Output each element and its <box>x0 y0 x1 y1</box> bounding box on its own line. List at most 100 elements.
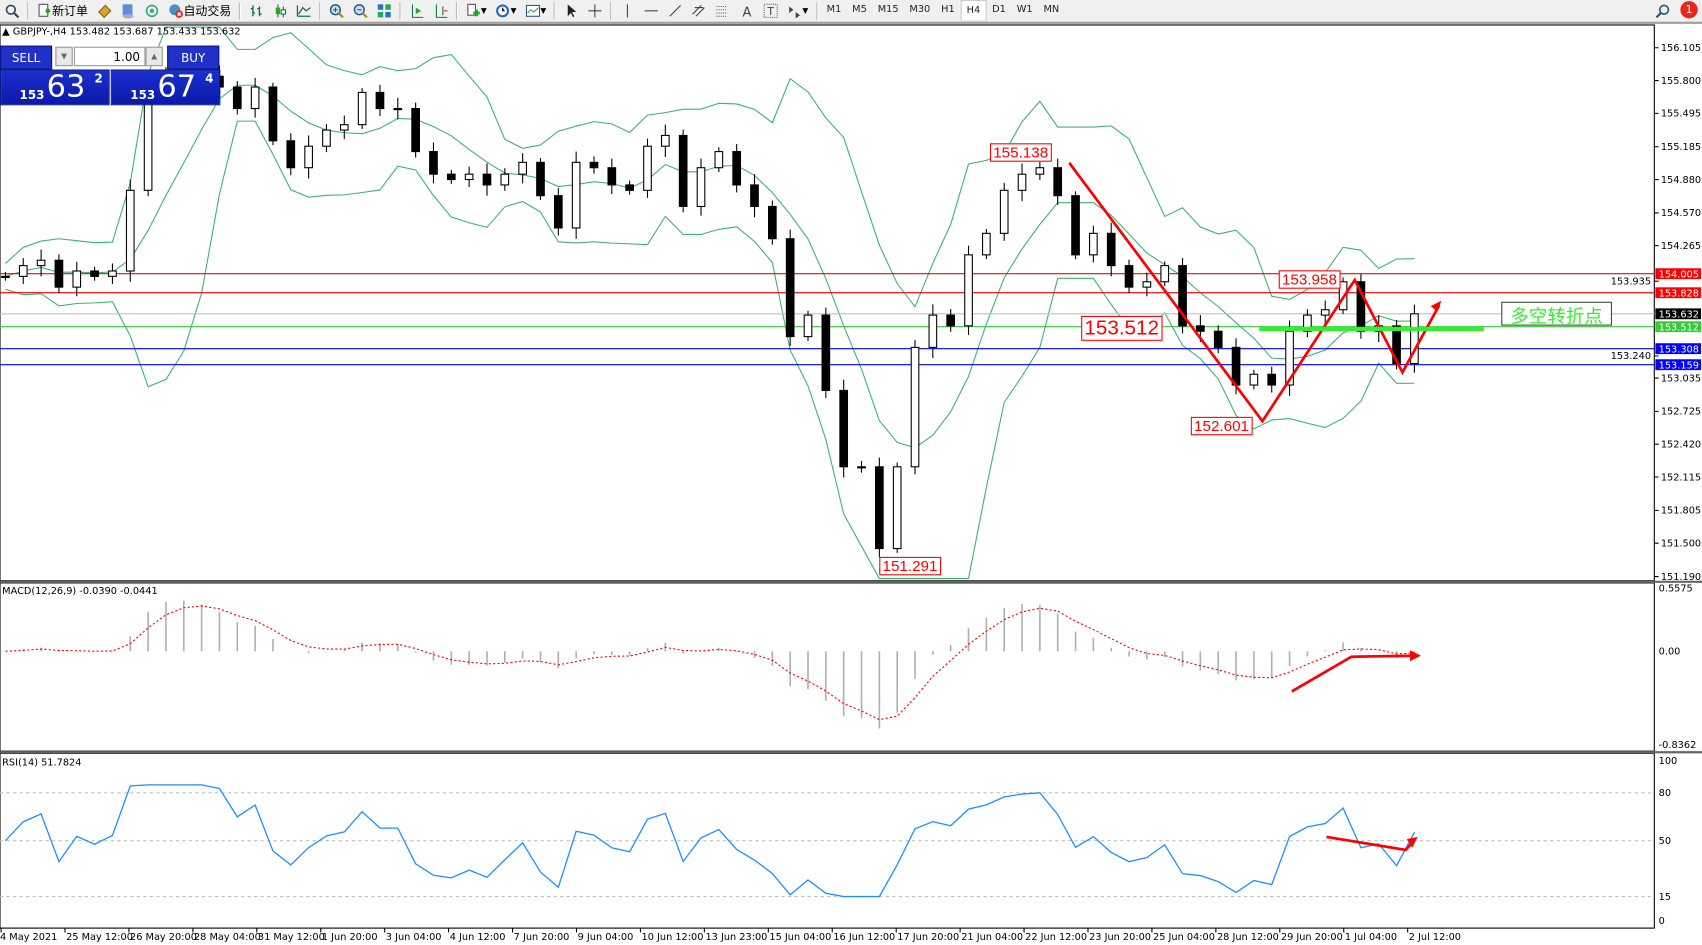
candle <box>607 158 617 195</box>
crosshair-tool[interactable] <box>584 1 606 21</box>
sell-price[interactable]: 153 63 2 <box>0 68 110 106</box>
auto-scroll-button[interactable] <box>406 1 428 21</box>
separator <box>238 2 241 20</box>
indicators-button[interactable]: ▼ <box>462 1 490 21</box>
arrows-tool[interactable]: ▼ <box>784 1 812 21</box>
search-icon[interactable] <box>1652 1 1674 21</box>
price-label-low[interactable]: 151.291 <box>879 556 941 576</box>
candle-body-bear <box>1106 232 1116 267</box>
chevron-down-icon: ▼ <box>802 6 809 16</box>
candle <box>1320 300 1330 325</box>
separator <box>455 2 459 20</box>
svg-text:T: T <box>767 5 775 18</box>
price-tick-label: 156.105 <box>1661 43 1701 54</box>
horizontal-line-tool[interactable] <box>641 1 663 21</box>
history-center-button[interactable] <box>93 1 115 21</box>
search-icon[interactable] <box>1 1 23 21</box>
candle-body-bear <box>375 91 385 110</box>
notification-badge[interactable]: 1 <box>1680 1 1698 19</box>
chart-shift-icon <box>435 4 448 18</box>
candle-body-bear <box>732 151 742 186</box>
periods-button[interactable]: ▼ <box>492 1 520 21</box>
cursor-tool[interactable] <box>560 1 582 21</box>
timeframe-d1[interactable]: D1 <box>992 4 1006 16</box>
time-tick-label: 15 Jun 04:00 <box>769 932 831 943</box>
buy-price[interactable]: 153 67 4 <box>110 68 221 106</box>
level-tag <box>1655 343 1701 355</box>
rsi-line <box>4 784 1415 898</box>
signal-button[interactable] <box>141 1 163 21</box>
timeframe-h1[interactable]: H1 <box>941 4 955 16</box>
trendline-tool[interactable] <box>665 1 687 21</box>
timeframe-w1[interactable]: W1 <box>1016 4 1033 16</box>
bar-chart-button[interactable] <box>245 1 267 21</box>
candlestick-chart-button[interactable] <box>269 1 291 21</box>
timeframe-mn[interactable]: MN <box>1043 4 1060 16</box>
candle-body-bear <box>678 134 688 207</box>
template-icon <box>525 4 540 17</box>
vertical-line-tool[interactable] <box>617 1 639 21</box>
timeframe-m15[interactable]: M15 <box>877 4 899 16</box>
price-label-pivot[interactable]: 153.512 <box>1081 315 1163 341</box>
lot-increase-button[interactable]: ▲ <box>145 46 163 67</box>
timeframe-m30[interactable]: M30 <box>909 4 931 16</box>
candle-body-bear <box>536 161 545 197</box>
time-tick-label: 25 Jun 04:00 <box>1153 932 1215 943</box>
buy-price-pip: 4 <box>205 71 214 86</box>
price-label-swing-low[interactable]: 152.601 <box>1190 416 1253 436</box>
candlestick-icon <box>275 4 287 18</box>
timeframe-m1[interactable]: M1 <box>826 4 842 16</box>
zoom-out-button[interactable] <box>350 1 372 21</box>
auto-scroll-icon <box>411 4 424 18</box>
price-label-swing-high[interactable]: 153.958 <box>1278 270 1341 289</box>
candle <box>1 272 10 281</box>
candle-body-bear <box>589 161 599 169</box>
zoom-in-button[interactable] <box>326 1 348 21</box>
level-tag <box>1655 268 1701 280</box>
lot-size-input[interactable]: 1.00 <box>73 46 146 67</box>
level-tag <box>1655 308 1701 320</box>
timeframe-m5[interactable]: M5 <box>852 4 867 16</box>
collapse-triangle-icon[interactable]: ▲ <box>2 27 13 38</box>
candle-body-bear <box>1178 265 1187 327</box>
level-tag-label: 153.512 <box>1659 323 1699 334</box>
chevron-down-icon: ▼ <box>480 6 487 16</box>
text-label-tool[interactable]: T <box>760 1 782 21</box>
candle <box>875 457 884 558</box>
auto-trading-button[interactable]: 自动交易 <box>165 1 234 21</box>
fibonacci-tool[interactable] <box>712 1 734 21</box>
candle-body-bull <box>1303 314 1312 332</box>
candle-body-bull <box>125 189 135 272</box>
line-chart-button[interactable] <box>293 1 315 21</box>
price-label-high[interactable]: 155.138 <box>989 143 1052 162</box>
options-button[interactable] <box>117 1 139 21</box>
sell-button[interactable]: SELL <box>0 45 53 70</box>
arrows-icon <box>789 6 801 19</box>
templates-button[interactable]: ▼ <box>522 1 550 21</box>
candle <box>714 147 724 173</box>
zoom-out-icon <box>353 4 368 19</box>
turning-point-label[interactable]: 多空转折点 <box>1501 301 1612 327</box>
sell-price-prefix: 153 <box>19 87 45 103</box>
timeframe-h4[interactable]: H4 <box>960 0 987 22</box>
time-tick-label: 17 Jun 20:00 <box>897 932 959 943</box>
new-order-button[interactable]: 新订单 <box>34 1 92 21</box>
buy-button[interactable]: BUY <box>167 45 220 70</box>
candle <box>589 156 599 174</box>
arrow-head-icon <box>1430 300 1442 312</box>
candle-body-bull <box>1 275 10 279</box>
level-tag <box>1655 287 1701 299</box>
buy-price-main: 67 <box>157 68 197 105</box>
rsi-tick-label: 100 <box>1659 756 1678 767</box>
candle-body-bear <box>232 86 242 110</box>
lot-decrease-button[interactable]: ▼ <box>55 46 73 67</box>
candle-body-bull <box>714 151 724 169</box>
equidistant-channel-tool[interactable] <box>688 1 710 21</box>
text-tool[interactable]: A <box>736 1 758 21</box>
chart-shift-button[interactable] <box>430 1 452 21</box>
candle <box>696 158 706 216</box>
candle <box>1089 225 1098 263</box>
tile-windows-button[interactable] <box>373 1 395 21</box>
time-tick-label: 29 Jun 20:00 <box>1281 932 1343 943</box>
